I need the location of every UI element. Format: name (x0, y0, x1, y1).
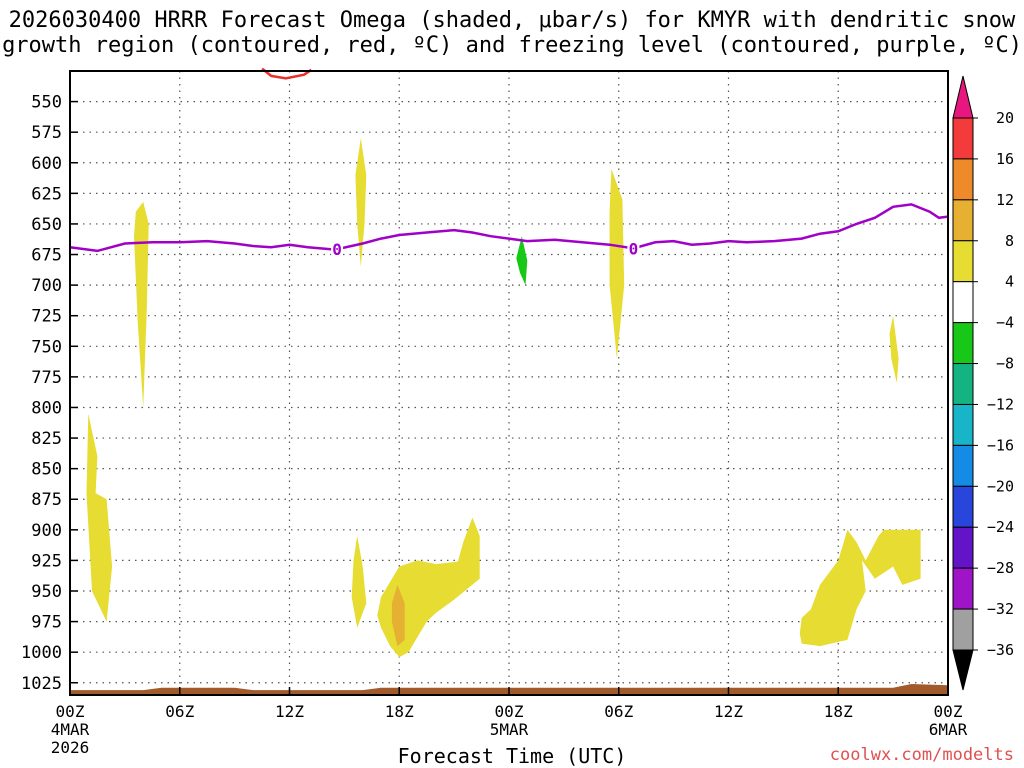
x-tick-label: 18Z (824, 702, 853, 721)
colorbar-tick-label: 8 (1005, 232, 1014, 250)
omega-shading (86, 138, 921, 658)
y-tick-label: 800 (31, 398, 62, 418)
x-tick-label: 06Z (604, 702, 633, 721)
colorbar-tick-label: 20 (996, 109, 1014, 127)
x-tick-label: 00Z (934, 702, 963, 721)
colorbar-tick-label: −20 (987, 477, 1014, 495)
colorbar-top-triangle (952, 75, 974, 119)
chart-title-line-1: 2026030400 HRRR Forecast Omega (shaded, … (8, 8, 1016, 33)
y-tick-label: 775 (31, 368, 62, 388)
x-tick-label: 12Z (714, 702, 743, 721)
x-tick-date-label: 5MAR (490, 720, 529, 739)
y-tick-label: 550 (31, 93, 62, 113)
omega-region (516, 236, 528, 286)
dgz-contour-line (261, 67, 313, 80)
colorbar-tick-label: −12 (987, 395, 1014, 413)
x-tick-label: 00Z (495, 702, 524, 721)
x-tick-date-label: 4MAR (51, 720, 90, 739)
x-tick-label: 18Z (385, 702, 414, 721)
freezing-level-line (69, 203, 949, 253)
colorbar-bin (952, 199, 974, 242)
y-tick-label: 725 (31, 307, 62, 327)
y-tick-label: 900 (31, 521, 62, 541)
colorbar-bin (952, 117, 974, 160)
omega-region (355, 138, 367, 267)
y-tick-label: 675 (31, 246, 62, 266)
colorbar-tick-label: −32 (987, 600, 1014, 618)
x-tick-label: 00Z (56, 702, 85, 721)
colorbar-tick-label: 16 (996, 150, 1014, 168)
colorbar-bin (952, 403, 974, 446)
freezing-label-bg (331, 241, 344, 258)
omega-region (86, 413, 113, 622)
omega-region (351, 535, 367, 628)
omega-region (134, 201, 149, 408)
chart-title-line-2: growth region (contoured, red, ºC) and f… (2, 33, 1022, 58)
y-tick-label: 825 (31, 429, 62, 449)
freezing-level-label: 0 (629, 239, 639, 258)
freezing-level-label: 0 (332, 240, 342, 259)
y-tick-label: 600 (31, 154, 62, 174)
colorbar: 20 16 12 8 4 −4 −8 −12 −16 −20 −24 −28 −32 −36 (952, 75, 1014, 691)
y-tick-label: 850 (31, 460, 62, 480)
colorbar-tick-label: −36 (987, 641, 1014, 659)
colorbar-tick-label: 4 (1005, 273, 1014, 291)
freezing-label-bg (627, 240, 640, 257)
colorbar-bin (952, 158, 974, 201)
colorbar-bin (952, 567, 974, 610)
x-tick-label: 12Z (275, 702, 304, 721)
omega-region (377, 517, 480, 658)
y-tick-label: 950 (31, 582, 62, 602)
y-tick-label: 1025 (21, 674, 62, 694)
omega-region (889, 315, 899, 383)
y-tick-label: 975 (31, 613, 62, 633)
colorbar-tick-label: −4 (996, 314, 1014, 332)
colorbar-tick-label: −28 (987, 559, 1014, 577)
colorbar-bin (952, 322, 974, 365)
x-tick-label: 06Z (165, 702, 194, 721)
y-tick-label: 700 (31, 276, 62, 296)
x-tick-year-label: 2026 (51, 738, 90, 757)
y-tick-label: 750 (31, 337, 62, 357)
colorbar-bin (952, 240, 974, 283)
colorbar-bin (952, 526, 974, 569)
colorbar-tick-label: −24 (987, 518, 1014, 536)
colorbar-tick-label: −8 (996, 355, 1014, 373)
colorbar-tick-label: 12 (996, 191, 1014, 209)
omega-region (609, 168, 625, 359)
colorbar-bin (952, 485, 974, 528)
y-tick-label: 650 (31, 215, 62, 235)
y-axis: 550 575 600 625 650 675 700 725 750 775 800 825 850 8… (21, 93, 78, 694)
y-tick-label: 1000 (21, 643, 62, 663)
colorbar-tick-label: −16 (987, 436, 1014, 454)
colorbar-bin (952, 363, 974, 405)
colorbar-bin (952, 281, 974, 324)
credit-text: coolwx.com/modelts (829, 745, 1014, 765)
colorbar-bottom-triangle (952, 649, 974, 691)
omega-region (391, 584, 405, 647)
y-tick-label: 875 (31, 490, 62, 510)
y-tick-label: 625 (31, 184, 62, 204)
y-tick-label: 575 (31, 123, 62, 143)
x-axis-label: Forecast Time (UTC) (397, 744, 627, 768)
colorbar-bin (952, 444, 974, 487)
omega-region (799, 529, 921, 647)
x-tick-date-label: 6MAR (929, 720, 968, 739)
colorbar-bin (952, 608, 974, 651)
y-tick-label: 925 (31, 551, 62, 571)
